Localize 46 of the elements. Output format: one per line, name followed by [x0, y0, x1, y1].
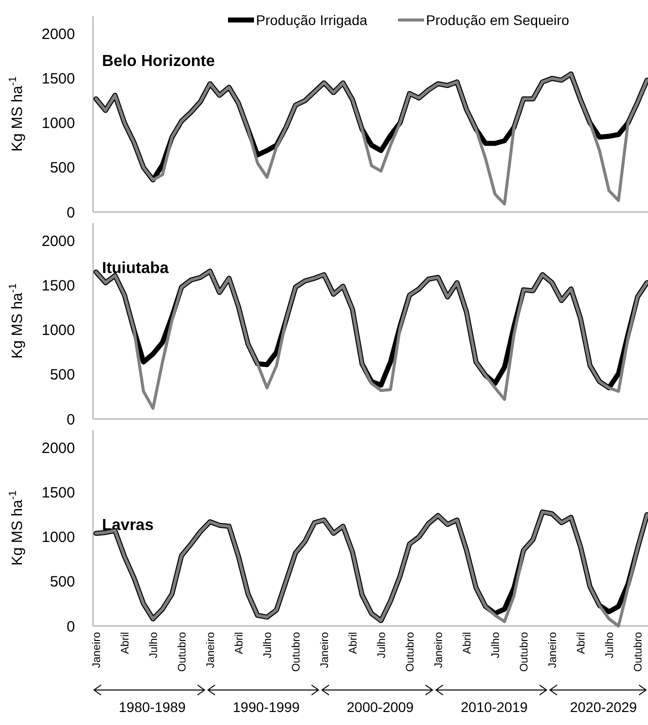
x-tick-label: Abril	[347, 632, 360, 654]
y-tick-label: 1000	[42, 322, 75, 340]
legend-label: Produção Irrigada	[256, 12, 368, 28]
x-tick-label: Outubro	[290, 632, 302, 672]
x-tick-label: Outubro	[176, 632, 188, 672]
text: 1980-1989	[118, 699, 186, 715]
x-tick-label: Julho	[490, 632, 502, 658]
y-tick-label: 1500	[42, 278, 75, 295]
text: 2020-2029	[570, 699, 638, 715]
x-tick-label: Julho	[148, 632, 160, 658]
y-tick-label: 500	[50, 574, 75, 591]
x-tick-label: Julho	[376, 632, 388, 658]
x-tick-label: Janeiro	[546, 632, 559, 668]
y-tick-label: 0	[66, 411, 75, 428]
y-tick-label: 500	[50, 160, 75, 177]
y-tick-label: 2000	[42, 440, 75, 458]
x-tick-label: Janeiro	[318, 632, 331, 668]
x-tick-label: Abril	[461, 632, 474, 654]
x-tick-label: Janeiro	[432, 632, 445, 668]
x-tick-label: Abril	[119, 632, 132, 654]
x-tick-label: Janeiro	[204, 632, 217, 668]
x-tick-label: Julho	[262, 632, 274, 658]
x-tick-label: Outubro	[404, 632, 416, 672]
line-series	[94, 72, 648, 206]
text: 2010-2019	[460, 699, 528, 715]
x-tick-label: Abril	[233, 632, 246, 654]
text: Belo Horizonte	[102, 53, 215, 70]
text: 2000-2009	[346, 699, 414, 715]
y-tick-label: 2000	[42, 26, 75, 44]
y-tick-label: 0	[66, 618, 75, 636]
x-tick-label: Outubro	[632, 632, 644, 672]
y-tick-label: 1000	[42, 529, 75, 546]
x-tick-label: Julho	[604, 632, 616, 658]
y-tick-label: 0	[66, 204, 75, 222]
y-tick-label: 2000	[42, 233, 75, 250]
x-tick-label: Janeiro	[90, 632, 103, 668]
x-tick-label: Outubro	[518, 632, 530, 672]
x-tick-label: Abril	[575, 632, 588, 654]
y-tick-label: 500	[50, 366, 75, 384]
text: 1990-1999	[232, 699, 300, 715]
text: Lavras	[102, 517, 154, 534]
y-tick-label: 1500	[42, 484, 75, 502]
legend-label: Produção em Sequeiro	[426, 12, 570, 28]
text: Ituiutaba	[102, 260, 169, 277]
y-tick-label: 1000	[42, 115, 75, 132]
y-tick-label: 1500	[42, 70, 75, 88]
